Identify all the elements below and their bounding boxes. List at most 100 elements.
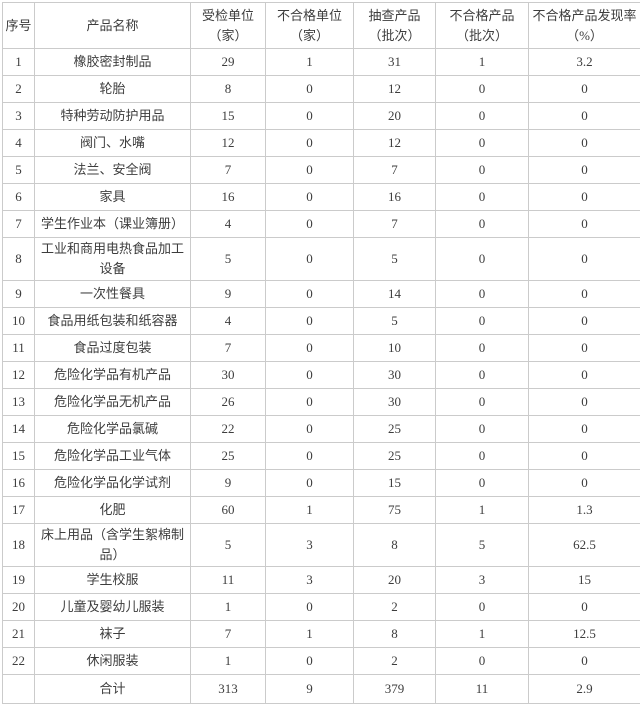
value-cell: 8 [354,621,436,648]
serial-cell: 8 [3,238,35,281]
value-cell: 5 [191,524,266,567]
value-cell: 1.3 [529,497,640,524]
value-cell: 0 [266,130,354,157]
value-cell: 1 [436,621,529,648]
value-cell: 31 [354,49,436,76]
value-cell: 0 [529,211,640,238]
product-name-cell: 一次性餐具 [35,281,191,308]
value-cell: 0 [529,103,640,130]
value-cell: 15 [191,103,266,130]
value-cell: 0 [266,157,354,184]
value-cell: 26 [191,389,266,416]
value-cell: 3 [436,567,529,594]
product-name-cell: 工业和商用电热食品加工设备 [35,238,191,281]
value-cell: 1 [191,648,266,675]
value-cell: 0 [266,389,354,416]
product-name-cell: 危险化学品有机产品 [35,362,191,389]
value-cell: 0 [529,416,640,443]
value-cell: 20 [354,103,436,130]
value-cell: 9 [191,281,266,308]
value-cell: 0 [266,362,354,389]
product-name-cell: 家具 [35,184,191,211]
value-cell: 30 [354,389,436,416]
value-cell: 9 [191,470,266,497]
value-cell: 1 [266,497,354,524]
value-cell: 0 [529,335,640,362]
value-cell: 22 [191,416,266,443]
value-cell: 29 [191,49,266,76]
product-name-cell: 食品用纸包装和纸容器 [35,308,191,335]
value-cell: 0 [436,648,529,675]
table-header: 序号 产品名称 受检单位（家） 不合格单位（家） 抽查产品（批次） 不合格产品（… [3,3,640,49]
product-name-cell: 合计 [35,675,191,704]
column-header-failed-units: 不合格单位（家） [266,3,354,49]
column-header-inspected-units: 受检单位（家） [191,3,266,49]
value-cell: 0 [266,103,354,130]
value-cell: 7 [191,335,266,362]
product-name-cell: 阀门、水嘴 [35,130,191,157]
value-cell: 12 [191,130,266,157]
serial-cell: 2 [3,76,35,103]
serial-cell: 3 [3,103,35,130]
product-name-cell: 食品过度包装 [35,335,191,362]
value-cell: 0 [266,238,354,281]
serial-cell: 18 [3,524,35,567]
product-name-cell: 学生作业本（课业簿册） [35,211,191,238]
product-name-cell: 危险化学品工业气体 [35,443,191,470]
serial-cell: 14 [3,416,35,443]
value-cell: 2 [354,648,436,675]
value-cell: 11 [436,675,529,704]
value-cell: 0 [436,416,529,443]
value-cell: 2 [354,594,436,621]
value-cell: 0 [436,443,529,470]
value-cell: 3.2 [529,49,640,76]
value-cell: 12 [354,130,436,157]
value-cell: 75 [354,497,436,524]
value-cell: 1 [266,621,354,648]
product-name-cell: 危险化学品无机产品 [35,389,191,416]
value-cell: 16 [354,184,436,211]
value-cell: 8 [354,524,436,567]
value-cell: 12.5 [529,621,640,648]
value-cell: 4 [191,308,266,335]
value-cell: 0 [529,281,640,308]
value-cell: 60 [191,497,266,524]
product-name-cell: 儿童及婴幼儿服装 [35,594,191,621]
value-cell: 20 [354,567,436,594]
value-cell: 0 [266,470,354,497]
value-cell: 0 [436,103,529,130]
product-name-cell: 床上用品（含学生絮棉制品） [35,524,191,567]
value-cell: 0 [436,362,529,389]
value-cell: 0 [529,157,640,184]
value-cell: 7 [191,157,266,184]
value-cell: 9 [266,675,354,704]
serial-cell: 7 [3,211,35,238]
value-cell: 379 [354,675,436,704]
value-cell: 0 [529,362,640,389]
value-cell: 0 [266,443,354,470]
value-cell: 0 [436,308,529,335]
product-name-cell: 休闲服装 [35,648,191,675]
serial-cell: 4 [3,130,35,157]
value-cell: 1 [436,497,529,524]
serial-cell [3,675,35,704]
value-cell: 2.9 [529,675,640,704]
column-header-failure-rate: 不合格产品发现率（%） [529,3,640,49]
column-header-failed-batches: 不合格产品（批次） [436,3,529,49]
value-cell: 7 [191,621,266,648]
value-cell: 7 [354,211,436,238]
value-cell: 1 [191,594,266,621]
